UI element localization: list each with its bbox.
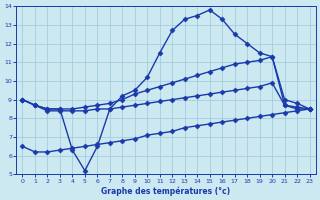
X-axis label: Graphe des températures (°c): Graphe des températures (°c) <box>101 186 231 196</box>
